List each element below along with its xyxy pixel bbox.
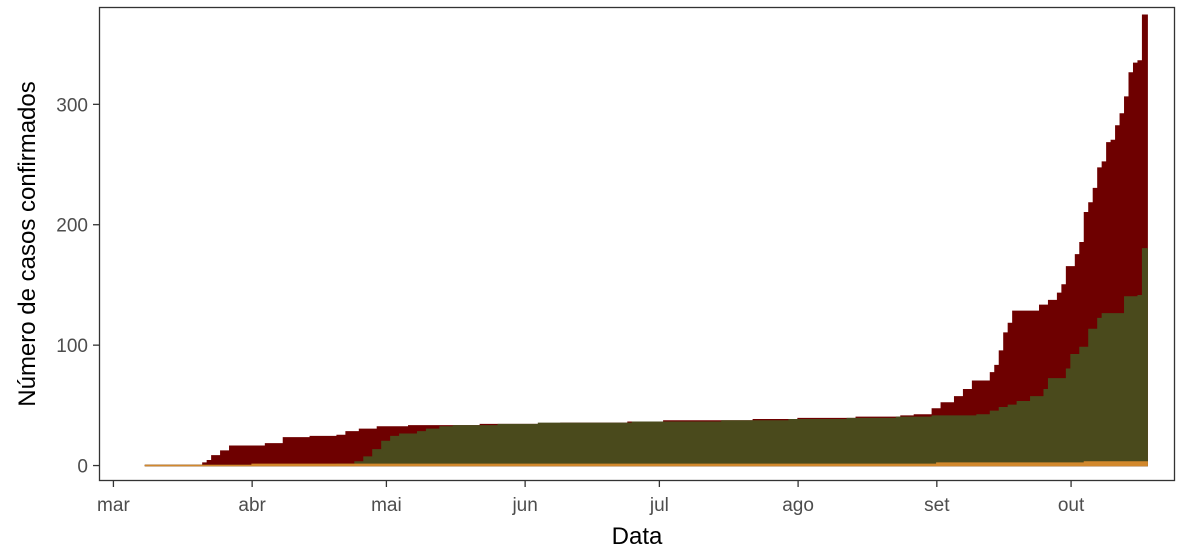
y-tick-label: 100 — [56, 336, 88, 357]
y-tick-label: 200 — [56, 216, 88, 237]
x-axis-title: Data — [612, 523, 663, 546]
series-area-2 — [144, 248, 1148, 467]
x-tick-label: ago — [782, 495, 814, 516]
y-axis-title: Número de casos confirmados — [14, 81, 41, 406]
x-tick-label: jul — [649, 495, 669, 516]
y-tick-label: 300 — [56, 95, 88, 116]
series-area-3 — [144, 461, 1148, 467]
y-axis: 0 100 200 300 — [56, 95, 100, 478]
x-tick-label: abr — [238, 495, 266, 516]
x-tick-label: mar — [97, 495, 130, 516]
x-tick-label: mai — [371, 495, 402, 516]
x-tick-label: jun — [511, 495, 537, 516]
series-layer — [144, 14, 1148, 467]
x-tick-label: out — [1058, 495, 1085, 516]
x-tick-label: set — [924, 495, 950, 516]
x-axis: mar abr mai jun jul ago set out — [97, 480, 1085, 516]
plot-panel-border — [98, 6, 1176, 482]
y-tick-label: 0 — [77, 457, 88, 478]
